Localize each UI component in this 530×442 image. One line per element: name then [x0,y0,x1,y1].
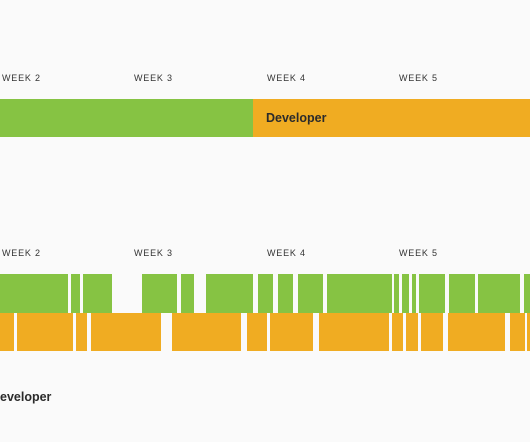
designer-segment [412,274,416,313]
developer-label-partial: eveloper [0,390,52,404]
developer-segment [406,313,418,351]
week-5-label: WEEK 5 [399,73,438,83]
developer-segments [0,313,530,351]
developer-segment [0,313,14,351]
developer-segment [270,313,313,351]
designer-segment [278,274,293,313]
designer-segment [0,274,68,313]
designer-segment [258,274,273,313]
designer-segment [327,274,392,313]
week-2-label: WEEK 2 [2,73,41,83]
developer-bar [253,99,530,137]
developer-segment [392,313,403,351]
designer-segment [524,274,530,313]
designer-segment [394,274,399,313]
week-2-label: WEEK 2 [2,248,41,258]
designer-segment [478,274,520,313]
developer-label: Developer [266,111,327,125]
week-3-label: WEEK 3 [134,248,173,258]
developer-segment [91,313,161,351]
designer-segment [449,274,475,313]
developer-segment [527,313,530,351]
designer-segment [83,274,112,313]
developer-segment [76,313,87,351]
designer-segment [419,274,445,313]
designer-bar [0,99,253,137]
designer-segment [142,274,177,313]
week-3-label: WEEK 3 [134,73,173,83]
designer-segment [402,274,409,313]
developer-segment [319,313,389,351]
designer-segment [206,274,253,313]
developer-segment [172,313,241,351]
developer-segment [247,313,267,351]
week-4-label: WEEK 4 [267,248,306,258]
developer-segment [421,313,443,351]
developer-segment [510,313,525,351]
developer-segment [17,313,73,351]
designer-segment [71,274,80,313]
week-4-label: WEEK 4 [267,73,306,83]
developer-segment [448,313,505,351]
designer-segments [0,274,530,313]
week-5-label: WEEK 5 [399,248,438,258]
designer-segment [298,274,323,313]
designer-segment [181,274,194,313]
